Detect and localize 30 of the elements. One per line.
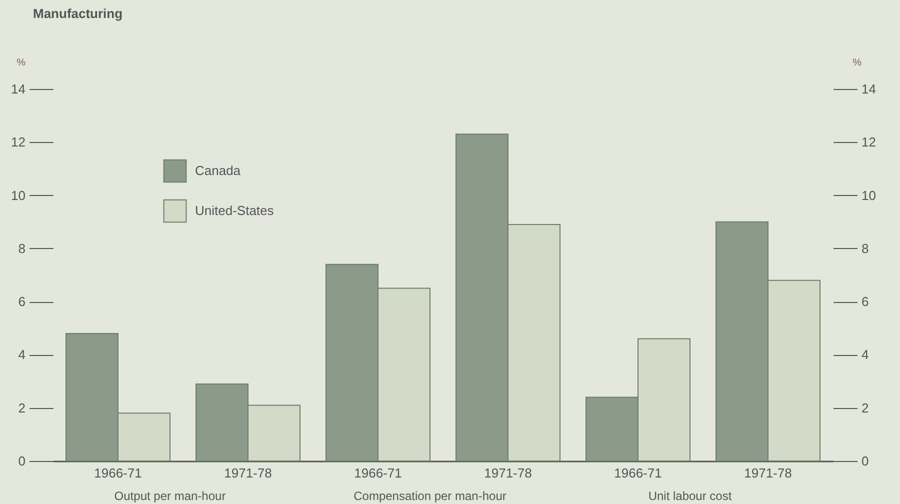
text: Compensation per man-hour xyxy=(354,489,506,503)
text: Output per man-hour xyxy=(114,489,226,503)
x-tick-label: 1966-71 xyxy=(614,466,662,480)
y-tick-label: 2 xyxy=(18,400,26,416)
x-tick-label: 1966-71 xyxy=(354,466,402,480)
y2-axis-title: % xyxy=(852,58,862,68)
legend-label: United-States xyxy=(195,203,274,218)
legend-label: Canada xyxy=(195,163,242,178)
chart-title: Manufacturing xyxy=(33,6,123,21)
y-axis-title: % xyxy=(16,58,26,68)
y2-tick-label: 8 xyxy=(862,240,869,256)
y2-tick-label: 4 xyxy=(862,347,869,362)
y2-tick-label: 0 xyxy=(862,454,869,468)
y-tick-label: 0 xyxy=(18,454,26,468)
y2-tick-label: 2 xyxy=(862,400,869,416)
y-tick-label: 10 xyxy=(11,188,26,203)
y-tick-label: 8 xyxy=(18,240,26,256)
y2-tick-label: 6 xyxy=(862,294,869,310)
text: Unit labour cost xyxy=(648,489,732,503)
y-tick-label: 12 xyxy=(11,134,26,150)
x-tick-label: 1971-78 xyxy=(744,466,792,480)
y2-tick-label: 10 xyxy=(862,188,876,203)
y2-tick-label: 12 xyxy=(862,134,876,150)
y-tick-label: 6 xyxy=(18,294,26,310)
y2-tick-label: 14 xyxy=(862,82,876,96)
x-tick-label: 1971-78 xyxy=(224,466,272,480)
y-tick-label: 14 xyxy=(11,82,26,96)
x-tick-label: 1971-78 xyxy=(484,466,532,480)
x-tick-label: 1966-71 xyxy=(94,466,142,480)
y-tick-label: 4 xyxy=(18,347,26,362)
